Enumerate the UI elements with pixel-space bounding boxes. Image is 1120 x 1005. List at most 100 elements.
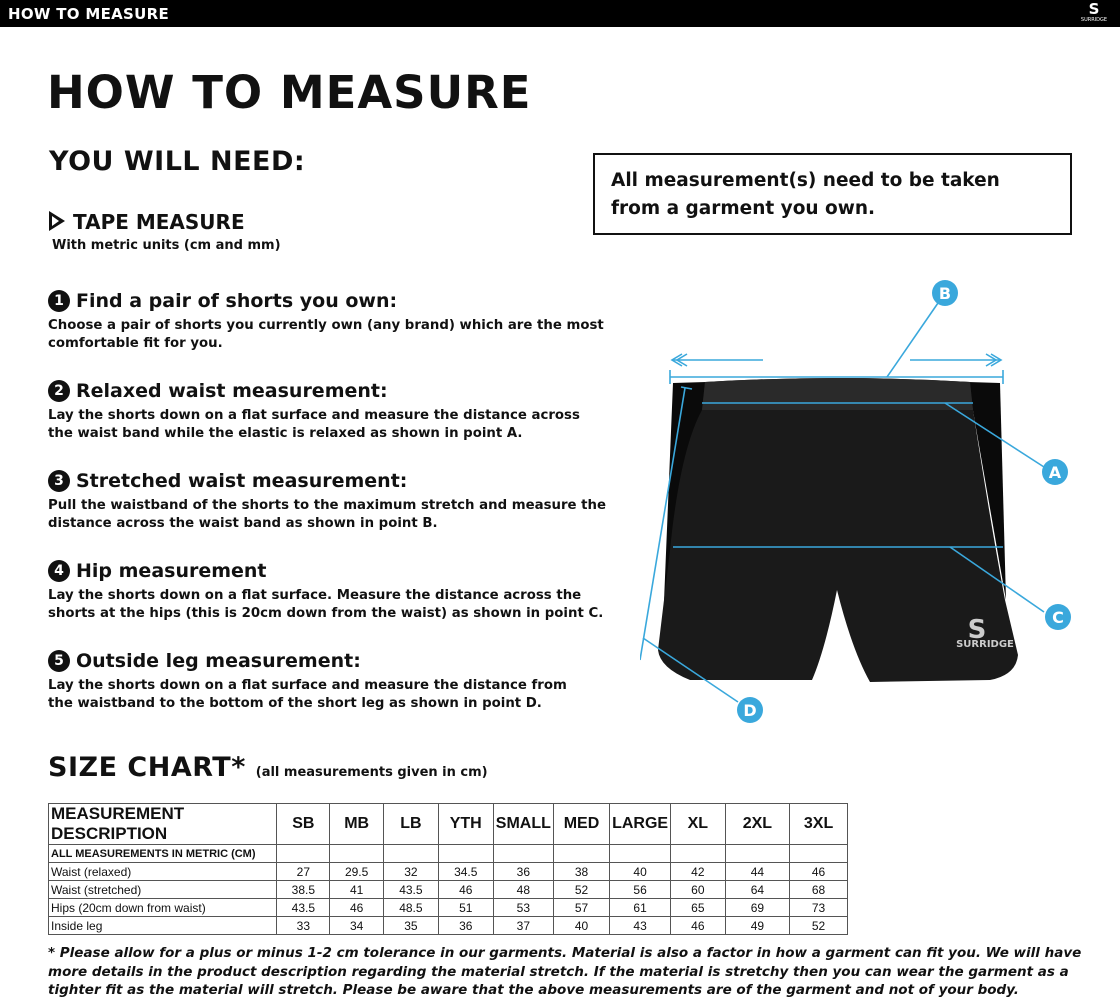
- table-cell: 34: [329, 916, 385, 935]
- table-cell: 42: [670, 862, 726, 881]
- table-cell: 36: [492, 862, 554, 881]
- metric-note-row: ALL MEASUREMENTS IN METRIC (CM): [47, 844, 848, 863]
- table-cell: 46: [789, 862, 848, 881]
- top-bar-title: HOW TO MEASURE: [8, 5, 170, 23]
- table-cell: 33: [276, 916, 331, 935]
- size-chart-table: MEASUREMENT DESCRIPTION SB MB LB YTH SMALL MED…: [47, 803, 848, 935]
- column-header: LB: [383, 803, 439, 845]
- column-header: SB: [276, 803, 331, 845]
- metric-note: ALL MEASUREMENTS IN METRIC (CM): [47, 844, 278, 863]
- table-cell: 44: [724, 862, 791, 881]
- table-cell: 32: [383, 862, 439, 881]
- row-label: Waist (stretched): [47, 880, 278, 899]
- note-box: All measurement(s) need to be taken from…: [593, 153, 1072, 235]
- column-header: LARGE: [609, 803, 672, 845]
- step-number-icon: 5: [48, 650, 70, 672]
- row-label: Hips (20cm down from waist): [47, 898, 278, 917]
- garment-logo-text: SURRIDGE: [956, 639, 1014, 650]
- shorts-diagram: S SURRIDGE B A C D: [640, 280, 1071, 723]
- step-title: Stretched waist measurement:: [76, 470, 408, 492]
- step-2: 2 Relaxed waist measurement: Lay the short…: [48, 380, 628, 443]
- table-header-row: MEASUREMENT DESCRIPTION SB MB LB YTH SMALL MED…: [47, 803, 848, 845]
- step-number-icon: 2: [48, 380, 70, 402]
- svg-text:D: D: [743, 701, 756, 720]
- table-cell: 43.5: [276, 898, 331, 917]
- label-a-icon: A: [1042, 459, 1068, 485]
- step-body: Lay the shorts down on a flat surface an…: [48, 678, 567, 711]
- you-will-need-heading: YOU WILL NEED:: [49, 146, 306, 177]
- step-body: Lay the shorts down on a flat surface an…: [48, 408, 580, 441]
- table-cell: 53: [492, 898, 554, 917]
- size-chart-title: SIZE CHART* (all measurements given in c…: [48, 752, 488, 783]
- table-cell: 61: [609, 898, 672, 917]
- step-title: Hip measurement: [76, 560, 267, 582]
- column-header: YTH: [437, 803, 494, 845]
- tape-measure-sub: With metric units (cm and mm): [52, 238, 281, 253]
- table-cell: 52: [789, 916, 848, 935]
- column-header: MB: [329, 803, 385, 845]
- measure-line-d: [640, 387, 686, 661]
- column-header: 3XL: [789, 803, 848, 845]
- top-bar: HOW TO MEASURE S SURRIDGE: [0, 0, 1120, 27]
- table-cell: 65: [670, 898, 726, 917]
- step-1: 1 Find a pair of shorts you own: Choose a …: [48, 290, 628, 353]
- label-d-icon: D: [737, 697, 763, 723]
- table-cell: 43.5: [383, 880, 439, 899]
- table-cell: 27: [276, 862, 331, 881]
- table-cell: 34.5: [437, 862, 494, 881]
- table-cell: 36: [437, 916, 494, 935]
- table-cell: 56: [609, 880, 672, 899]
- tape-measure-label: TAPE MEASURE: [73, 210, 245, 234]
- step-number-icon: 3: [48, 470, 70, 492]
- column-header: MED: [552, 803, 611, 845]
- step-number-icon: 4: [48, 560, 70, 582]
- table-cell: 38.5: [276, 880, 331, 899]
- table-cell: 41: [329, 880, 385, 899]
- size-chart-heading: SIZE CHART*: [48, 752, 246, 783]
- table-cell: 49: [724, 916, 791, 935]
- step-4: 4 Hip measurement Lay the shorts down on a…: [48, 560, 628, 623]
- label-c-icon: C: [1045, 604, 1071, 630]
- table-cell: 64: [724, 880, 791, 899]
- table-cell: 40: [552, 916, 611, 935]
- step-3: 3 Stretched waist measurement: Pull the wa…: [48, 470, 628, 533]
- surridge-logo: S SURRIDGE: [1080, 0, 1108, 24]
- table-row: Waist (stretched) 38.5 41 43.5 46 48 52 56 60 64 6…: [47, 880, 848, 899]
- table-cell: 48: [492, 880, 554, 899]
- svg-text:A: A: [1049, 463, 1062, 482]
- footnote: * Please allow for a plus or minus 1-2 c…: [48, 945, 1082, 998]
- step-title: Find a pair of shorts you own:: [76, 290, 398, 312]
- step-body: Pull the waistband of the shorts to the …: [48, 498, 607, 531]
- svg-text:C: C: [1052, 608, 1064, 627]
- table-cell: 46: [329, 898, 385, 917]
- table-cell: 69: [724, 898, 791, 917]
- page-title: HOW TO MEASURE: [47, 66, 532, 119]
- column-header: XL: [670, 803, 726, 845]
- garment-logo-icon: S: [968, 615, 987, 645]
- shorts-illustration: S SURRIDGE: [658, 378, 1018, 682]
- table-cell: 37: [492, 916, 554, 935]
- table-cell: 40: [609, 862, 672, 881]
- play-triangle-icon: [49, 211, 65, 231]
- row-label: Inside leg: [47, 916, 278, 935]
- table-cell: 43: [609, 916, 672, 935]
- size-chart-subtitle: (all measurements given in cm): [255, 765, 488, 780]
- table-cell: 51: [437, 898, 494, 917]
- table-cell: 60: [670, 880, 726, 899]
- column-header: SMALL: [492, 803, 554, 845]
- table-cell: 35: [383, 916, 439, 935]
- step-body: Lay the shorts down on a flat surface. M…: [48, 588, 604, 621]
- table-cell: 38: [552, 862, 611, 881]
- step-title: Outside leg measurement:: [76, 650, 361, 672]
- step-number-icon: 1: [48, 290, 70, 312]
- row-label: Waist (relaxed): [47, 862, 278, 881]
- table-cell: 52: [552, 880, 611, 899]
- tape-measure-item: TAPE MEASURE: [49, 210, 245, 234]
- table-cell: 57: [552, 898, 611, 917]
- step-body: Choose a pair of shorts you currently ow…: [48, 318, 604, 351]
- table-row: Inside leg 33 34 35 36 37 40 43 46 49 52: [47, 916, 848, 935]
- step-title: Relaxed waist measurement:: [76, 380, 388, 402]
- table-cell: 48.5: [383, 898, 439, 917]
- table-cell: 46: [437, 880, 494, 899]
- table-row: Waist (relaxed) 27 29.5 32 34.5 36 38 40 42 44 46: [47, 862, 848, 881]
